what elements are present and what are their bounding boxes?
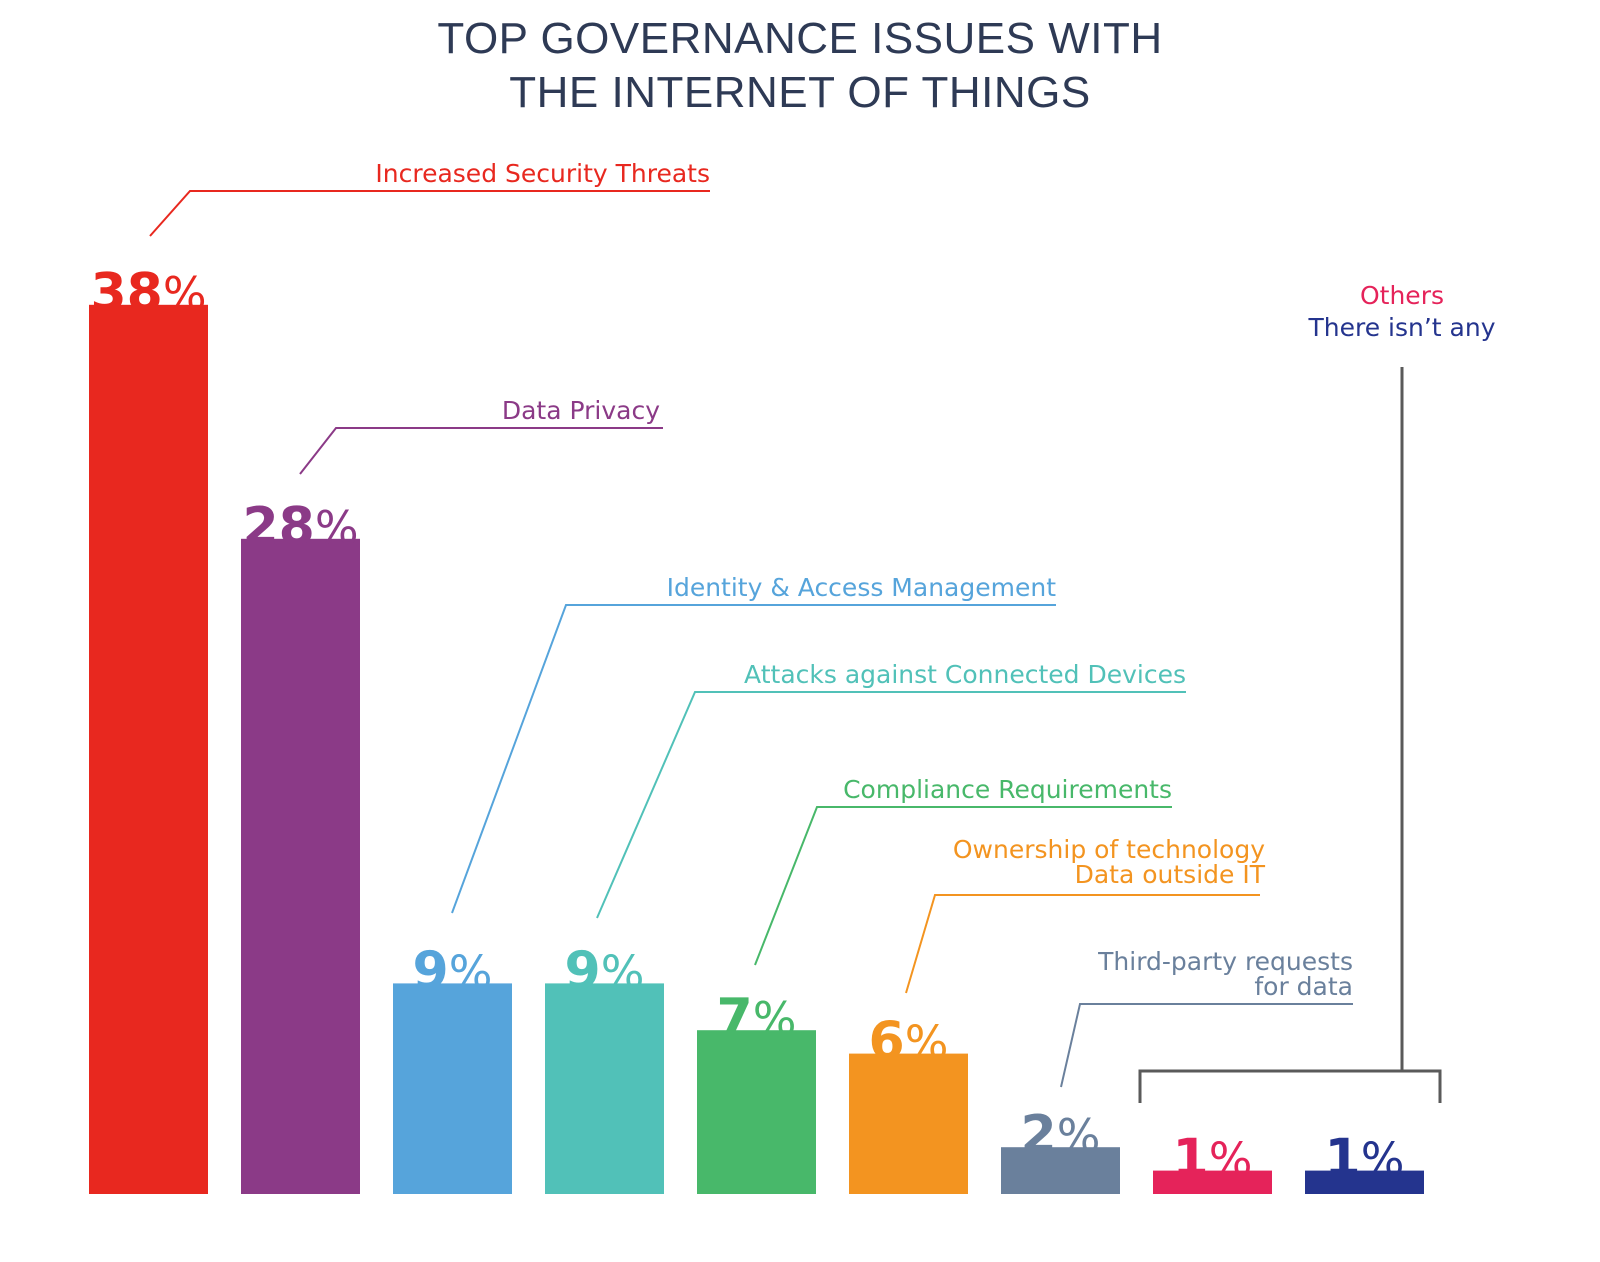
leader-line-5 (754, 806, 1172, 966)
chart-title-line-1: TOP GOVERNANCE ISSUES WITH (437, 14, 1163, 63)
bar-5 (697, 1030, 816, 1194)
value-percent-7: % (1057, 1109, 1101, 1163)
value-label-1: 38% (90, 263, 206, 323)
value-number-8: 1 (1173, 1129, 1209, 1189)
leader-line-2 (299, 427, 663, 475)
value-percent-5: % (753, 992, 797, 1046)
value-number-1: 38 (90, 263, 162, 323)
value-number-6: 6 (869, 1012, 905, 1072)
value-percent-8: % (1209, 1133, 1253, 1187)
value-label-8: 1% (1173, 1129, 1253, 1189)
bar-8 (1153, 1170, 1272, 1194)
value-percent-6: % (905, 1016, 949, 1070)
category-label-3: Identity & Access Management (667, 573, 1057, 602)
category-label-7-line-2: for data (1254, 972, 1353, 1001)
bar-1 (89, 304, 208, 1194)
value-label-5: 7% (717, 988, 797, 1048)
category-label-6-line-2: Data outside IT (1075, 860, 1266, 889)
category-label-6-line-1: Ownership of technology (953, 835, 1265, 864)
leader-line-3 (451, 604, 1056, 914)
value-label-7: 2% (1021, 1105, 1101, 1165)
value-number-7: 2 (1021, 1105, 1057, 1165)
category-label-7-line-1: Third-party requests (1097, 947, 1353, 976)
category-label-8: Others (1360, 281, 1444, 310)
value-number-9: 1 (1325, 1129, 1361, 1189)
category-label-5: Compliance Requirements (843, 775, 1172, 804)
value-label-6: 6% (869, 1012, 949, 1072)
value-percent-4: % (601, 945, 645, 999)
bar-2 (241, 538, 360, 1194)
chart-title: TOP GOVERNANCE ISSUES WITH THE INTERNET … (0, 12, 1600, 120)
value-number-3: 9 (413, 941, 449, 1001)
value-percent-9: % (1361, 1133, 1405, 1187)
leader-line-4 (596, 691, 1186, 919)
others-bracket (1138, 1069, 1442, 1103)
value-percent-2: % (315, 501, 359, 555)
leader-line-1 (149, 190, 710, 237)
category-label-4: Attacks against Connected Devices (744, 660, 1186, 689)
leader-line-6 (905, 894, 1260, 994)
value-percent-3: % (449, 945, 493, 999)
value-number-2: 28 (242, 497, 314, 557)
bar-7 (1001, 1147, 1120, 1194)
value-label-4: 9% (565, 941, 645, 1001)
bar-3 (393, 983, 512, 1194)
value-number-4: 9 (565, 941, 601, 1001)
category-label-1: Increased Security Threats (375, 159, 710, 188)
value-label-2: 28% (242, 497, 358, 557)
leader-line-7 (1060, 1003, 1353, 1088)
chart-title-line-2: THE INTERNET OF THINGS (509, 68, 1091, 117)
bar-4 (545, 983, 664, 1194)
value-number-5: 7 (717, 988, 753, 1048)
value-percent-1: % (163, 267, 207, 321)
category-label-9: There isn’t any (1307, 313, 1495, 342)
bar-9 (1305, 1170, 1424, 1194)
value-label-9: 1% (1325, 1129, 1405, 1189)
bar-6 (849, 1053, 968, 1194)
value-label-3: 9% (413, 941, 493, 1001)
category-label-2: Data Privacy (502, 396, 660, 425)
